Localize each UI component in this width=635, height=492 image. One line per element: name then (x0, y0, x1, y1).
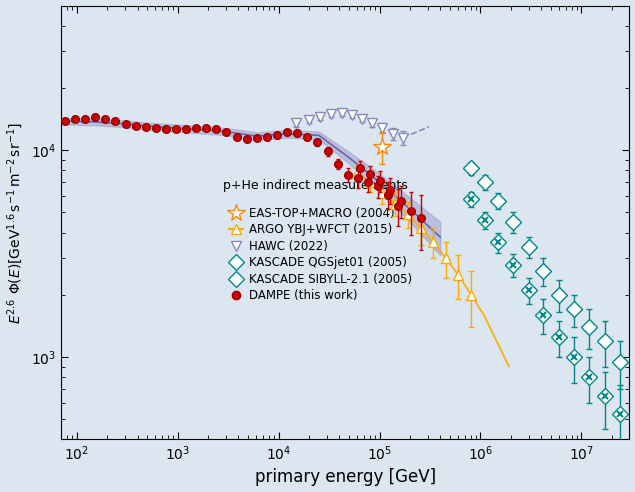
Y-axis label: $E^{2.6}\ \Phi(E)[\mathrm{GeV^{1.6}\,s^{-1}\,m^{-2}\,sr^{-1}}]$: $E^{2.6}\ \Phi(E)[\mathrm{GeV^{1.6}\,s^{… (6, 122, 25, 324)
Legend: EAS-TOP+MACRO (2004), ARGO YBJ+WFCT (2015), HAWC (2022), KASCADE QGSjet01 (2005): EAS-TOP+MACRO (2004), ARGO YBJ+WFCT (201… (229, 207, 412, 303)
X-axis label: primary energy [GeV]: primary energy [GeV] (255, 468, 436, 487)
Text: p+He indirect measurements: p+He indirect measurements (223, 179, 408, 192)
